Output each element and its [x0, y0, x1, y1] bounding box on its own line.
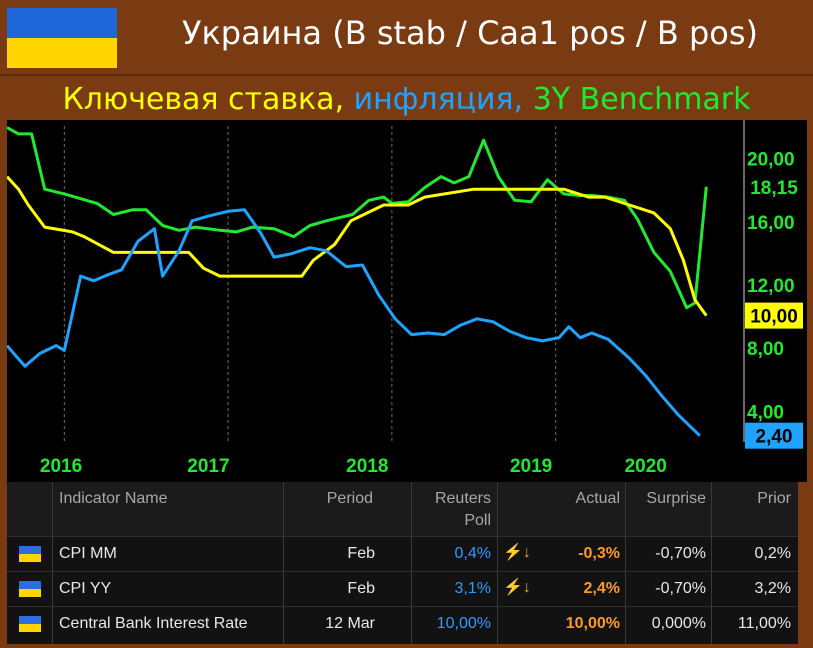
prior-value: 3,2%	[754, 580, 791, 597]
last-value-box	[745, 302, 803, 329]
poll-value: 0,4%	[454, 545, 491, 562]
x-tick-label: 2017	[187, 456, 229, 477]
last-value-box	[745, 422, 803, 449]
actual-value: 2,4%	[583, 580, 620, 597]
header-period: Period	[326, 490, 373, 507]
ukraine-flag-icon	[19, 616, 41, 632]
header-poll: Reuters Poll	[411, 488, 491, 532]
period: Feb	[347, 545, 375, 562]
indicator-name: Central Bank Interest Rate	[59, 615, 248, 632]
series-line	[7, 208, 701, 437]
header: Украина (B stab / Caa1 pos / B pos)	[0, 0, 813, 74]
last-value-label: 2,40	[745, 422, 803, 449]
y-tick-label: 4,00	[747, 402, 784, 423]
ukraine-flag-icon	[19, 546, 41, 562]
y-tick-label: 12,00	[747, 276, 795, 297]
series-line	[7, 175, 708, 317]
x-tick-label: 2016	[40, 456, 82, 477]
ukraine-flag-icon	[19, 581, 41, 597]
table-row[interactable]: CPI MM Feb 0,4% ⚡↓ -0,3% -0,70% 0,2%	[7, 537, 798, 571]
indicator-name: CPI MM	[59, 545, 117, 562]
surprise-value: -0,70%	[655, 545, 706, 562]
last-value-text: 10,00	[750, 307, 798, 328]
actual-value: 10,00%	[565, 615, 620, 632]
table-row[interactable]: CPI YY Feb 3,1% ⚡↓ 2,4% -0,70% 3,2%	[7, 572, 798, 606]
y-tick-label: 16,00	[747, 213, 795, 234]
subtitle-benchmark: 3Y Benchmark	[532, 82, 751, 117]
header-surprise: Surprise	[646, 490, 706, 507]
ukraine-flag-icon	[7, 8, 117, 68]
line-chart: 20,00 16,00 12,00 8,00 4,00 2016 2017 2018 2019 2…	[7, 120, 803, 477]
last-value-label: 18,15	[745, 173, 803, 200]
subtitle-inflation: инфляция,	[353, 82, 524, 117]
indicators-table: Indicator Name Period Reuters Poll Actua…	[7, 482, 798, 644]
x-tick-label: 2018	[346, 456, 388, 477]
y-tick-label: 20,00	[747, 150, 795, 171]
last-value-box	[745, 173, 803, 200]
subtitle-band: Ключевая ставка, инфляция, 3Y Benchmark	[0, 74, 813, 122]
page-title: Украина (B stab / Caa1 pos / B pos)	[181, 14, 759, 52]
header-actual: Actual	[575, 490, 620, 507]
table-header: Indicator Name Period Reuters Poll Actua…	[7, 482, 798, 537]
prior-value: 11,00%	[737, 615, 791, 632]
chart-subtitle: Ключевая ставка, инфляция, 3Y Benchmark	[0, 82, 813, 117]
poll-value: 3,1%	[454, 580, 491, 597]
surprise-signal-icon: ⚡↓	[503, 579, 531, 596]
prior-value: 0,2%	[754, 545, 791, 562]
surprise-value: -0,70%	[655, 580, 706, 597]
actual-value: -0,3%	[578, 545, 620, 562]
header-poll-line2: Poll	[464, 512, 491, 529]
last-value-text: 2,40	[756, 427, 793, 448]
poll-value: 10,00%	[436, 615, 491, 632]
period: Feb	[347, 580, 375, 597]
header-indicator: Indicator Name	[59, 490, 168, 507]
indicator-name: CPI YY	[59, 580, 112, 597]
x-tick-label: 2019	[510, 456, 552, 477]
x-tick-label: 2020	[625, 456, 667, 477]
surprise-value: 0,000%	[651, 615, 706, 632]
subtitle-key-rate: Ключевая ставка,	[62, 82, 345, 117]
header-poll-line1: Reuters	[434, 490, 491, 507]
y-tick-label: 8,00	[747, 339, 784, 360]
period: 12 Mar	[325, 615, 375, 632]
last-value-label: 10,00	[745, 302, 803, 329]
surprise-signal-icon: ⚡↓	[503, 544, 531, 561]
table-row[interactable]: Central Bank Interest Rate 12 Mar 10,00% 10…	[7, 607, 798, 641]
last-value-text: 18,15	[750, 178, 798, 199]
chart-area: 20,00 16,00 12,00 8,00 4,00 2016 2017 2018 2019 2…	[7, 120, 807, 482]
header-prior: Prior	[757, 490, 791, 507]
